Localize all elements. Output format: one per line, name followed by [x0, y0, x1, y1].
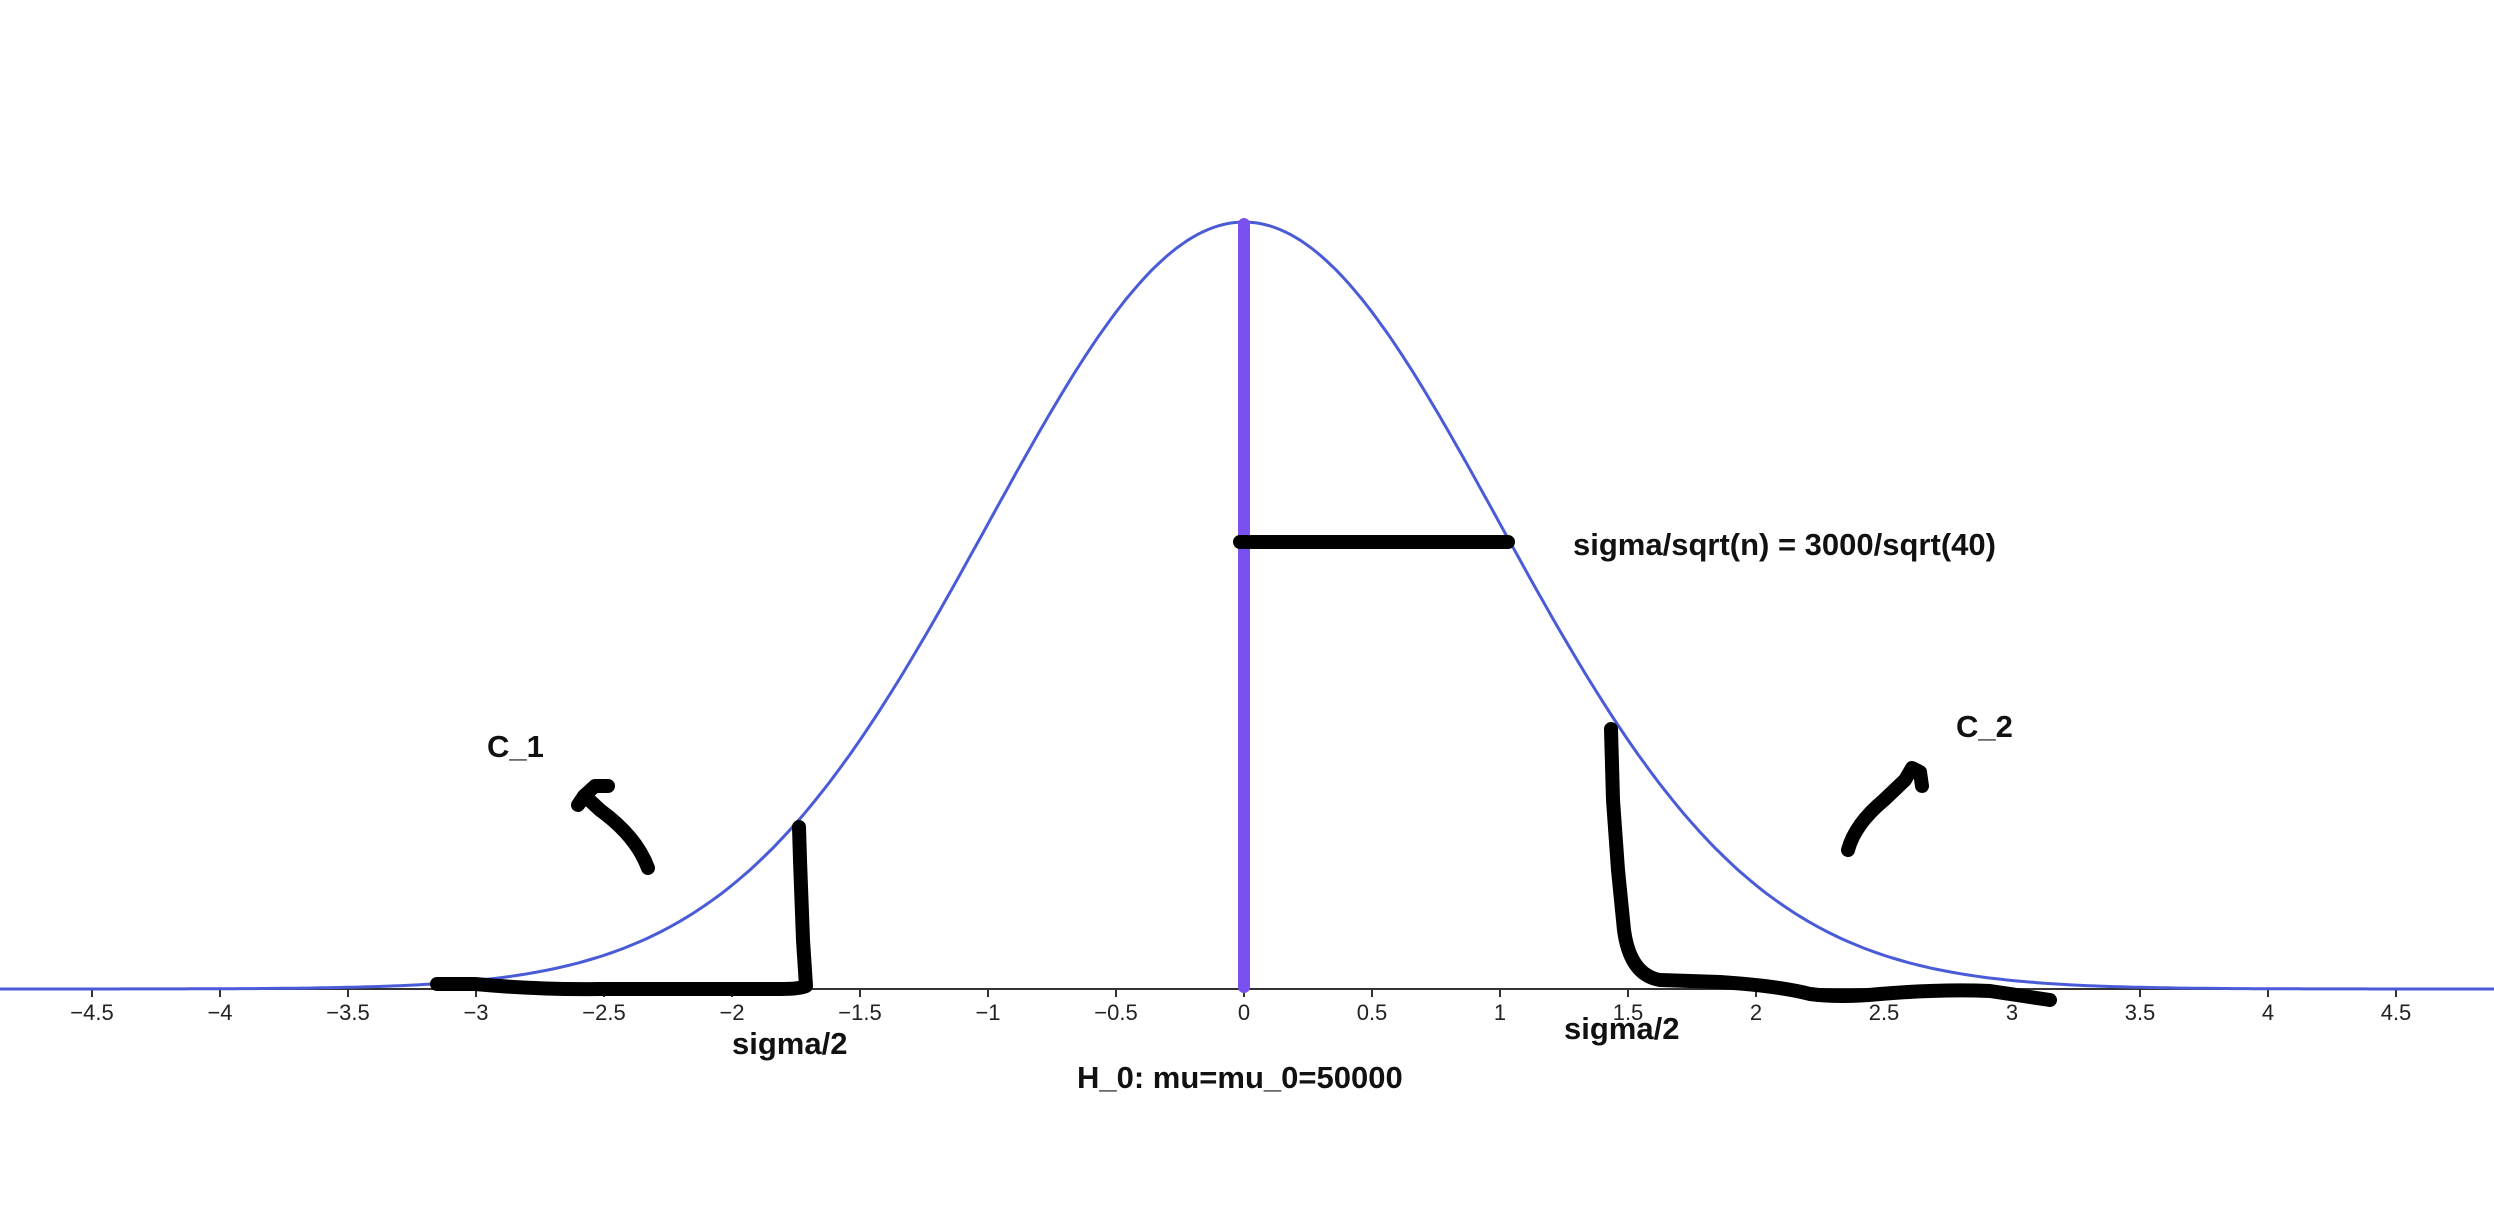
x-tick-label: 1.5: [1613, 1000, 1644, 1025]
hypothesis-label: H_0: mu=mu_0=50000: [1077, 1060, 1403, 1095]
c2-arrow-icon: [1841, 761, 1929, 857]
right-tail-label: sigma/2: [1564, 1011, 1679, 1046]
x-tick-label: 3.5: [2125, 1000, 2156, 1025]
x-tick-label: 2: [1750, 1000, 1762, 1025]
x-tick-label: 4.5: [2381, 1000, 2412, 1025]
x-tick-label: −4.5: [70, 1000, 113, 1025]
x-tick-label: −4: [207, 1000, 232, 1025]
x-tick-label: −3.5: [326, 1000, 369, 1025]
x-tick-label: −2: [719, 1000, 744, 1025]
x-tick-label: 3: [2006, 1000, 2018, 1025]
right-tail-bracket-stroke: [1604, 722, 2057, 1007]
x-tick-label: 0.5: [1357, 1000, 1388, 1025]
x-tick-label: 2.5: [1869, 1000, 1900, 1025]
x-tick-label: −2.5: [582, 1000, 625, 1025]
x-tick-label: −1: [975, 1000, 1000, 1025]
x-tick-label: −3: [463, 1000, 488, 1025]
c1-label: C_1: [487, 729, 544, 764]
x-tick-label: −1.5: [838, 1000, 881, 1025]
left-tail-label: sigma/2: [732, 1026, 847, 1061]
left-tail-bracket-stroke: [430, 820, 813, 997]
x-tick-label: 0: [1238, 1000, 1250, 1025]
sd-label: sigma/sqrt(n) = 3000/sqrt(40): [1573, 527, 1996, 562]
c1-arrow-icon: [571, 779, 655, 875]
x-tick-label: 4: [2262, 1000, 2274, 1025]
x-axis-ticks: −4.5 −4 −3.5 −3 −2.5 −2 −1.5 −1 −0.5 0 0.5 1 1.5 2 2.5…: [70, 989, 2411, 1025]
x-tick-label: −0.5: [1094, 1000, 1137, 1025]
x-tick-label: 1: [1494, 1000, 1506, 1025]
c2-label: C_2: [1956, 709, 2013, 744]
